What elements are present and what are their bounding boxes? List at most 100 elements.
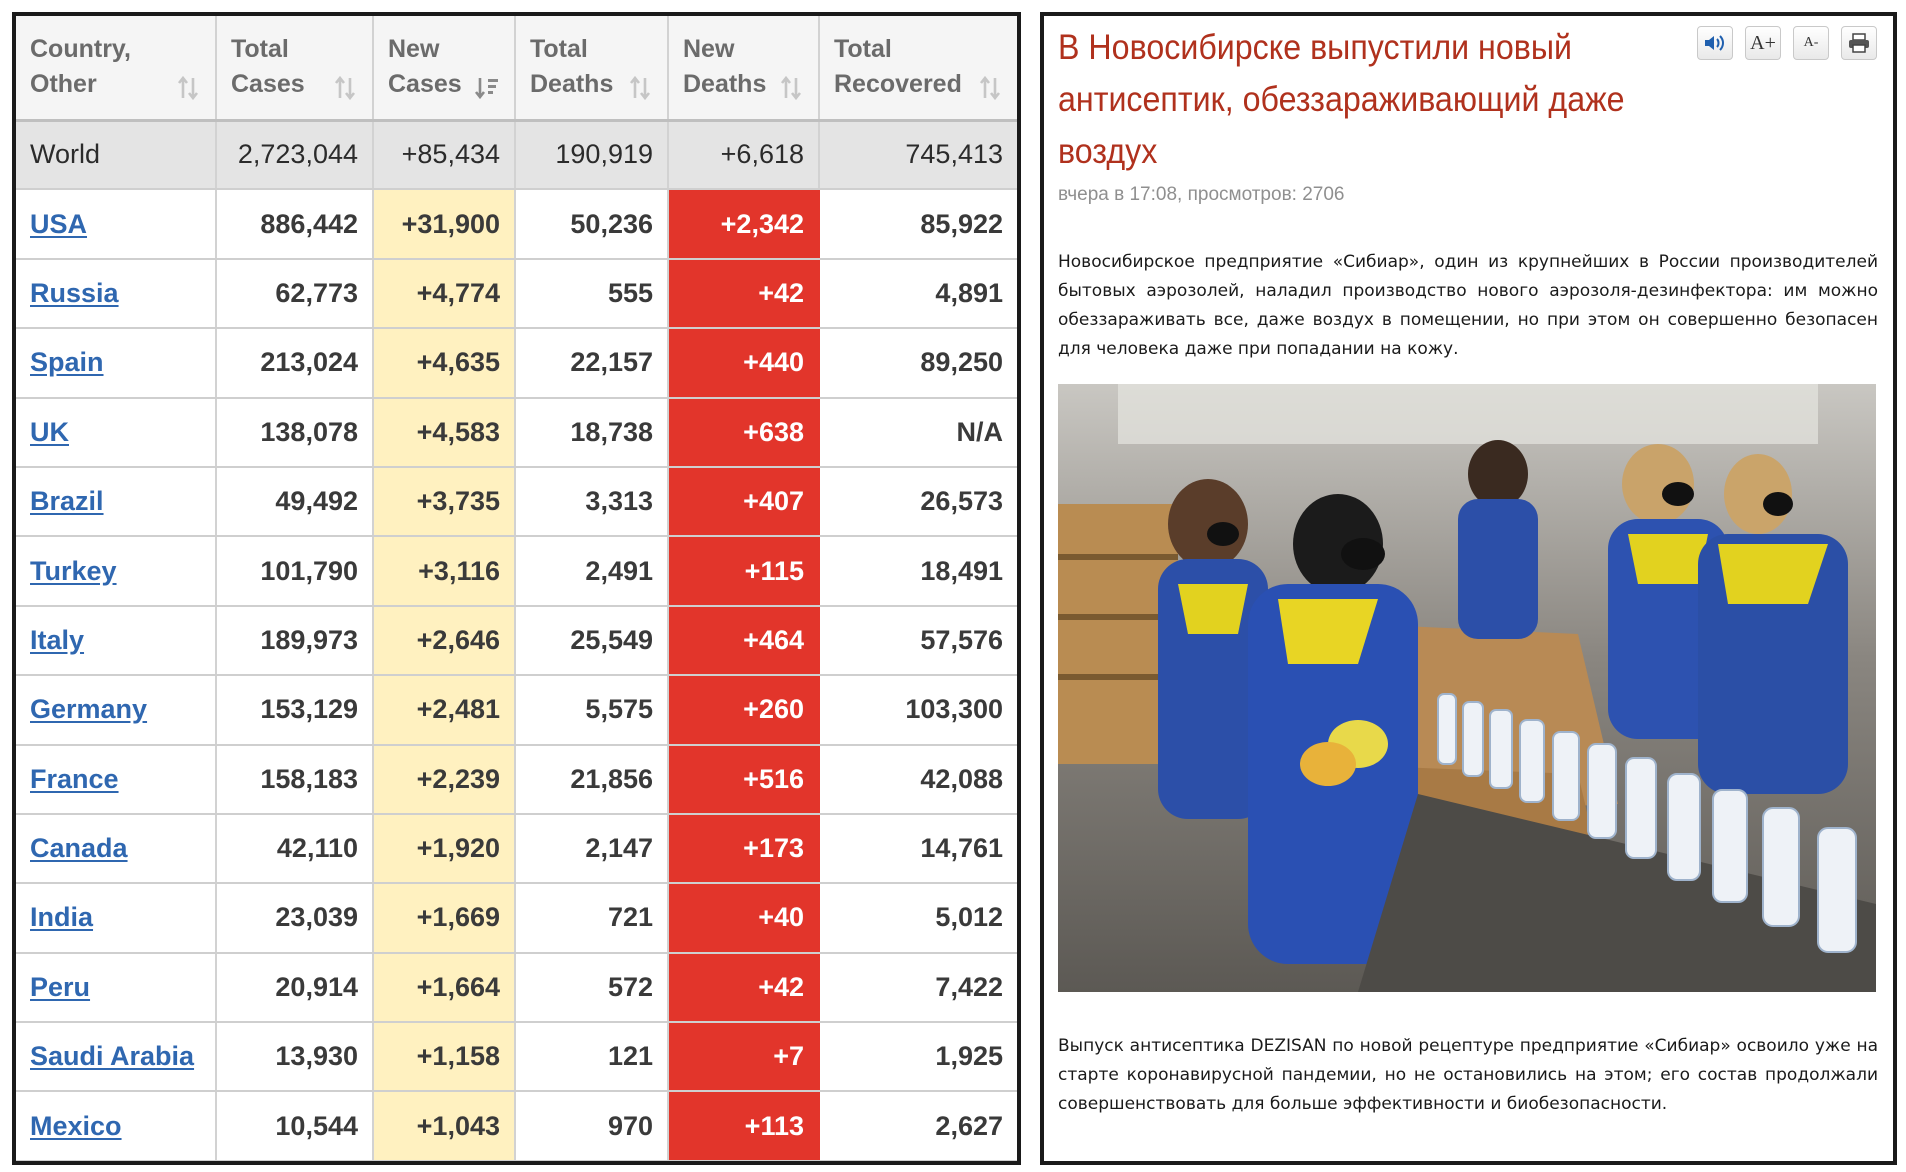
cell-new-cases: +1,158 (373, 1022, 516, 1093)
cell-total-recovered: 745,413 (819, 120, 1017, 191)
country-link[interactable]: Saudi Arabia (30, 1041, 195, 1072)
country-link[interactable]: Canada (30, 833, 128, 864)
sort-updown-icon[interactable] (627, 75, 653, 101)
cell-total-recovered: 89,250 (819, 328, 1017, 399)
column-header-line2: Cases (388, 70, 462, 99)
table-row: Spain 213,024 +4,635 22,157 +440 89,250 (16, 328, 1017, 399)
cell-new-cases: +2,646 (373, 605, 516, 677)
cell-new-cases: +1,669 (373, 883, 516, 954)
cell-new-deaths: +260 (668, 675, 820, 746)
column-header-line1: Total (530, 35, 588, 64)
cell-total-recovered: 5,012 (819, 883, 1017, 954)
country-link[interactable]: Peru (30, 971, 91, 1002)
country-link[interactable]: Brazil (30, 486, 104, 517)
cell-total-recovered: 2,627 (819, 1091, 1017, 1161)
cell-new-cases: +4,774 (373, 258, 516, 330)
column-header-new-cases[interactable]: New Cases (373, 16, 516, 122)
country-link[interactable]: Italy (30, 624, 85, 655)
speaker-button[interactable] (1697, 26, 1733, 60)
cell-country: Spain (16, 328, 217, 399)
cell-new-cases: +3,735 (373, 466, 516, 538)
column-header-line1: Total (834, 35, 892, 64)
cell-country: India (16, 883, 217, 954)
cell-country: UK (16, 397, 217, 468)
column-header-country-other[interactable]: Country, Other (16, 16, 217, 122)
country-link[interactable]: Russia (30, 277, 119, 308)
cell-new-deaths: +516 (668, 744, 820, 815)
cell-total-deaths: 5,575 (515, 675, 669, 746)
cell-total-recovered: 42,088 (819, 744, 1017, 815)
font-increase-button[interactable]: A+ (1745, 26, 1781, 60)
cell-total-deaths: 190,919 (515, 120, 669, 191)
country-link[interactable]: India (30, 902, 94, 933)
cell-country: World (16, 120, 217, 191)
font-decrease-button[interactable]: A- (1793, 26, 1829, 60)
sort-updown-icon[interactable] (175, 75, 201, 101)
column-header-line2: Recovered (834, 70, 962, 99)
cell-country: Germany (16, 675, 217, 746)
cell-new-cases: +3,116 (373, 536, 516, 607)
article-meta: вчера в 17:08, просмотров: 2706 (1058, 184, 1345, 205)
country-link[interactable]: Turkey (30, 555, 117, 586)
table-row: Italy 189,973 +2,646 25,549 +464 57,576 (16, 605, 1017, 677)
table-row: Mexico 10,544 +1,043 970 +113 2,627 (16, 1091, 1017, 1161)
table-row: Germany 153,129 +2,481 5,575 +260 103,300 (16, 675, 1017, 746)
article-paragraph-1: Новосибирское предприятие «Сибиар», один… (1058, 252, 1878, 359)
column-header-line2: Deaths (683, 70, 767, 99)
column-header-total-cases[interactable]: Total Cases (216, 16, 374, 122)
table-row: UK 138,078 +4,583 18,738 +638 N/A (16, 397, 1017, 468)
country-link[interactable]: USA (30, 208, 88, 239)
country-link[interactable]: Spain (30, 347, 104, 378)
table-row: Turkey 101,790 +3,116 2,491 +115 18,491 (16, 536, 1017, 607)
cell-total-deaths: 121 (515, 1022, 669, 1093)
print-button[interactable] (1841, 26, 1877, 60)
cell-total-deaths: 18,738 (515, 397, 669, 468)
cell-total-deaths: 50,236 (515, 189, 669, 260)
table-row: Canada 42,110 +1,920 2,147 +173 14,761 (16, 813, 1017, 885)
column-header-total-deaths[interactable]: Total Deaths (515, 16, 669, 122)
article-toolbar: A+ A- (1697, 26, 1877, 60)
column-header-new-deaths[interactable]: New Deaths (668, 16, 820, 122)
cell-new-cases: +85,434 (373, 120, 516, 191)
cell-total-cases: 42,110 (216, 813, 374, 885)
cell-total-deaths: 721 (515, 883, 669, 954)
table-row: France 158,183 +2,239 21,856 +516 42,088 (16, 744, 1017, 815)
cell-total-deaths: 2,491 (515, 536, 669, 607)
sort-updown-icon[interactable] (778, 75, 804, 101)
cell-total-cases: 2,723,044 (216, 120, 374, 191)
cell-new-cases: +2,481 (373, 675, 516, 746)
country-link[interactable]: Germany (30, 694, 148, 725)
table-row: Peru 20,914 +1,664 572 +42 7,422 (16, 952, 1017, 1024)
cell-country: Peru (16, 952, 217, 1024)
world-row: World 2,723,044 +85,434 190,919 +6,618 745,41… (16, 120, 1017, 191)
cell-total-cases: 158,183 (216, 744, 374, 815)
factory-photo-illustration (1058, 384, 1876, 992)
article-title: В Новосибирске выпустили новый антисепти… (1058, 28, 1625, 171)
cell-new-deaths: +173 (668, 813, 820, 885)
sort-updown-icon[interactable] (977, 75, 1003, 101)
column-header-total-recovered[interactable]: Total Recovered (819, 16, 1017, 122)
table-row: USA 886,442 +31,900 50,236 +2,342 85,922 (16, 189, 1017, 260)
cell-total-deaths: 22,157 (515, 328, 669, 399)
sort-desc-icon[interactable] (474, 75, 500, 101)
cell-total-recovered: N/A (819, 397, 1017, 468)
cell-total-deaths: 25,549 (515, 605, 669, 677)
cell-total-recovered: 85,922 (819, 189, 1017, 260)
sort-updown-icon[interactable] (332, 75, 358, 101)
cell-new-deaths: +407 (668, 466, 820, 538)
cell-new-deaths: +638 (668, 397, 820, 468)
table-row: India 23,039 +1,669 721 +40 5,012 (16, 883, 1017, 954)
country-link[interactable]: UK (30, 416, 69, 447)
cell-new-cases: +31,900 (373, 189, 516, 260)
cell-new-deaths: +464 (668, 605, 820, 677)
cell-total-cases: 213,024 (216, 328, 374, 399)
cell-total-recovered: 7,422 (819, 952, 1017, 1024)
column-header-line1: New (683, 35, 735, 64)
cell-country: Mexico (16, 1091, 217, 1161)
column-header-line2: Other (30, 70, 97, 99)
country-link[interactable]: France (30, 763, 119, 794)
cell-new-deaths: +2,342 (668, 189, 820, 260)
cell-new-deaths: +440 (668, 328, 820, 399)
speaker-icon (1705, 35, 1724, 51)
country-link[interactable]: Mexico (30, 1110, 122, 1141)
